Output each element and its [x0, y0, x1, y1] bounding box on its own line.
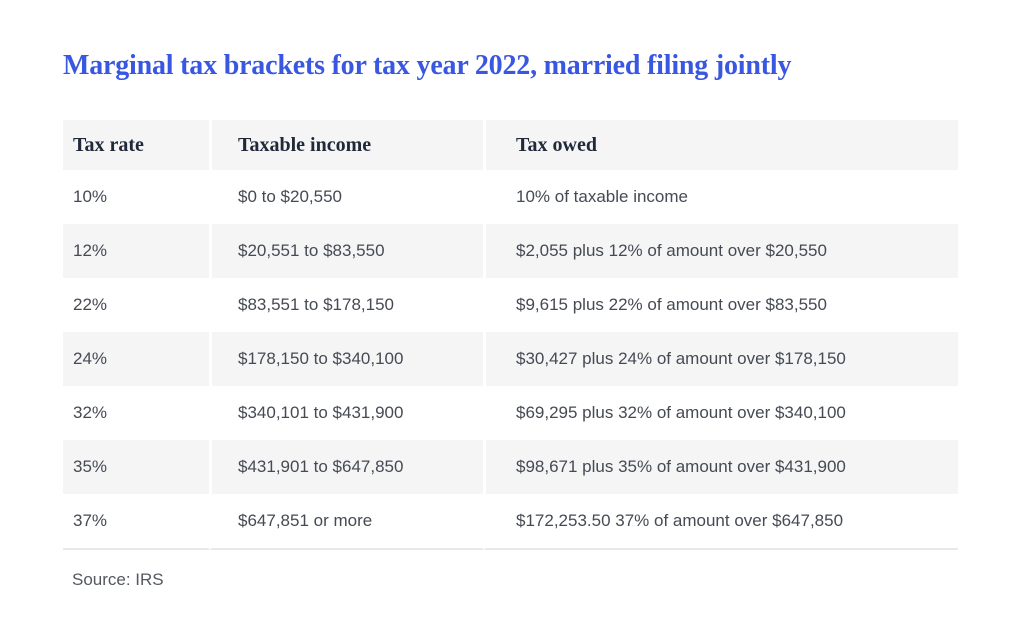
cell-taxable-income: $0 to $20,550 [209, 170, 483, 224]
cell-taxable-income: $83,551 to $178,150 [209, 278, 483, 332]
table-row: 35% $431,901 to $647,850 $98,671 plus 35… [63, 440, 958, 494]
cell-tax-rate: 35% [63, 440, 209, 494]
cell-taxable-income: $340,101 to $431,900 [209, 386, 483, 440]
cell-tax-owed: $98,671 plus 35% of amount over $431,900 [483, 440, 958, 494]
table-row: 32% $340,101 to $431,900 $69,295 plus 32… [63, 386, 958, 440]
cell-taxable-income: $431,901 to $647,850 [209, 440, 483, 494]
cell-tax-owed: $172,253.50 37% of amount over $647,850 [483, 494, 958, 550]
cell-tax-owed: $9,615 plus 22% of amount over $83,550 [483, 278, 958, 332]
table-row: 37% $647,851 or more $172,253.50 37% of … [63, 494, 958, 550]
table-row: 22% $83,551 to $178,150 $9,615 plus 22% … [63, 278, 958, 332]
cell-tax-owed: $69,295 plus 32% of amount over $340,100 [483, 386, 958, 440]
table-row: 24% $178,150 to $340,100 $30,427 plus 24… [63, 332, 958, 386]
tax-table: Tax rate Taxable income Tax owed 10% $0 … [63, 120, 958, 550]
table-container: Tax rate Taxable income Tax owed 10% $0 … [63, 120, 958, 550]
table-row: 12% $20,551 to $83,550 $2,055 plus 12% o… [63, 224, 958, 278]
cell-taxable-income: $647,851 or more [209, 494, 483, 550]
col-header-taxable-income: Taxable income [209, 120, 483, 170]
cell-tax-rate: 10% [63, 170, 209, 224]
cell-tax-rate: 12% [63, 224, 209, 278]
cell-tax-owed: $30,427 plus 24% of amount over $178,150 [483, 332, 958, 386]
table-row: 10% $0 to $20,550 10% of taxable income [63, 170, 958, 224]
cell-tax-rate: 37% [63, 494, 209, 550]
cell-taxable-income: $178,150 to $340,100 [209, 332, 483, 386]
source-note: Source: IRS [72, 570, 164, 589]
cell-tax-rate: 32% [63, 386, 209, 440]
cell-tax-rate: 24% [63, 332, 209, 386]
cell-tax-rate: 22% [63, 278, 209, 332]
cell-tax-owed: $2,055 plus 12% of amount over $20,550 [483, 224, 958, 278]
cell-taxable-income: $20,551 to $83,550 [209, 224, 483, 278]
col-header-tax-rate: Tax rate [63, 120, 209, 170]
col-header-tax-owed: Tax owed [483, 120, 958, 170]
cell-tax-owed: 10% of taxable income [483, 170, 958, 224]
header-row: Tax rate Taxable income Tax owed [63, 120, 958, 170]
figure-title: Marginal tax brackets for tax year 2022,… [63, 50, 792, 81]
